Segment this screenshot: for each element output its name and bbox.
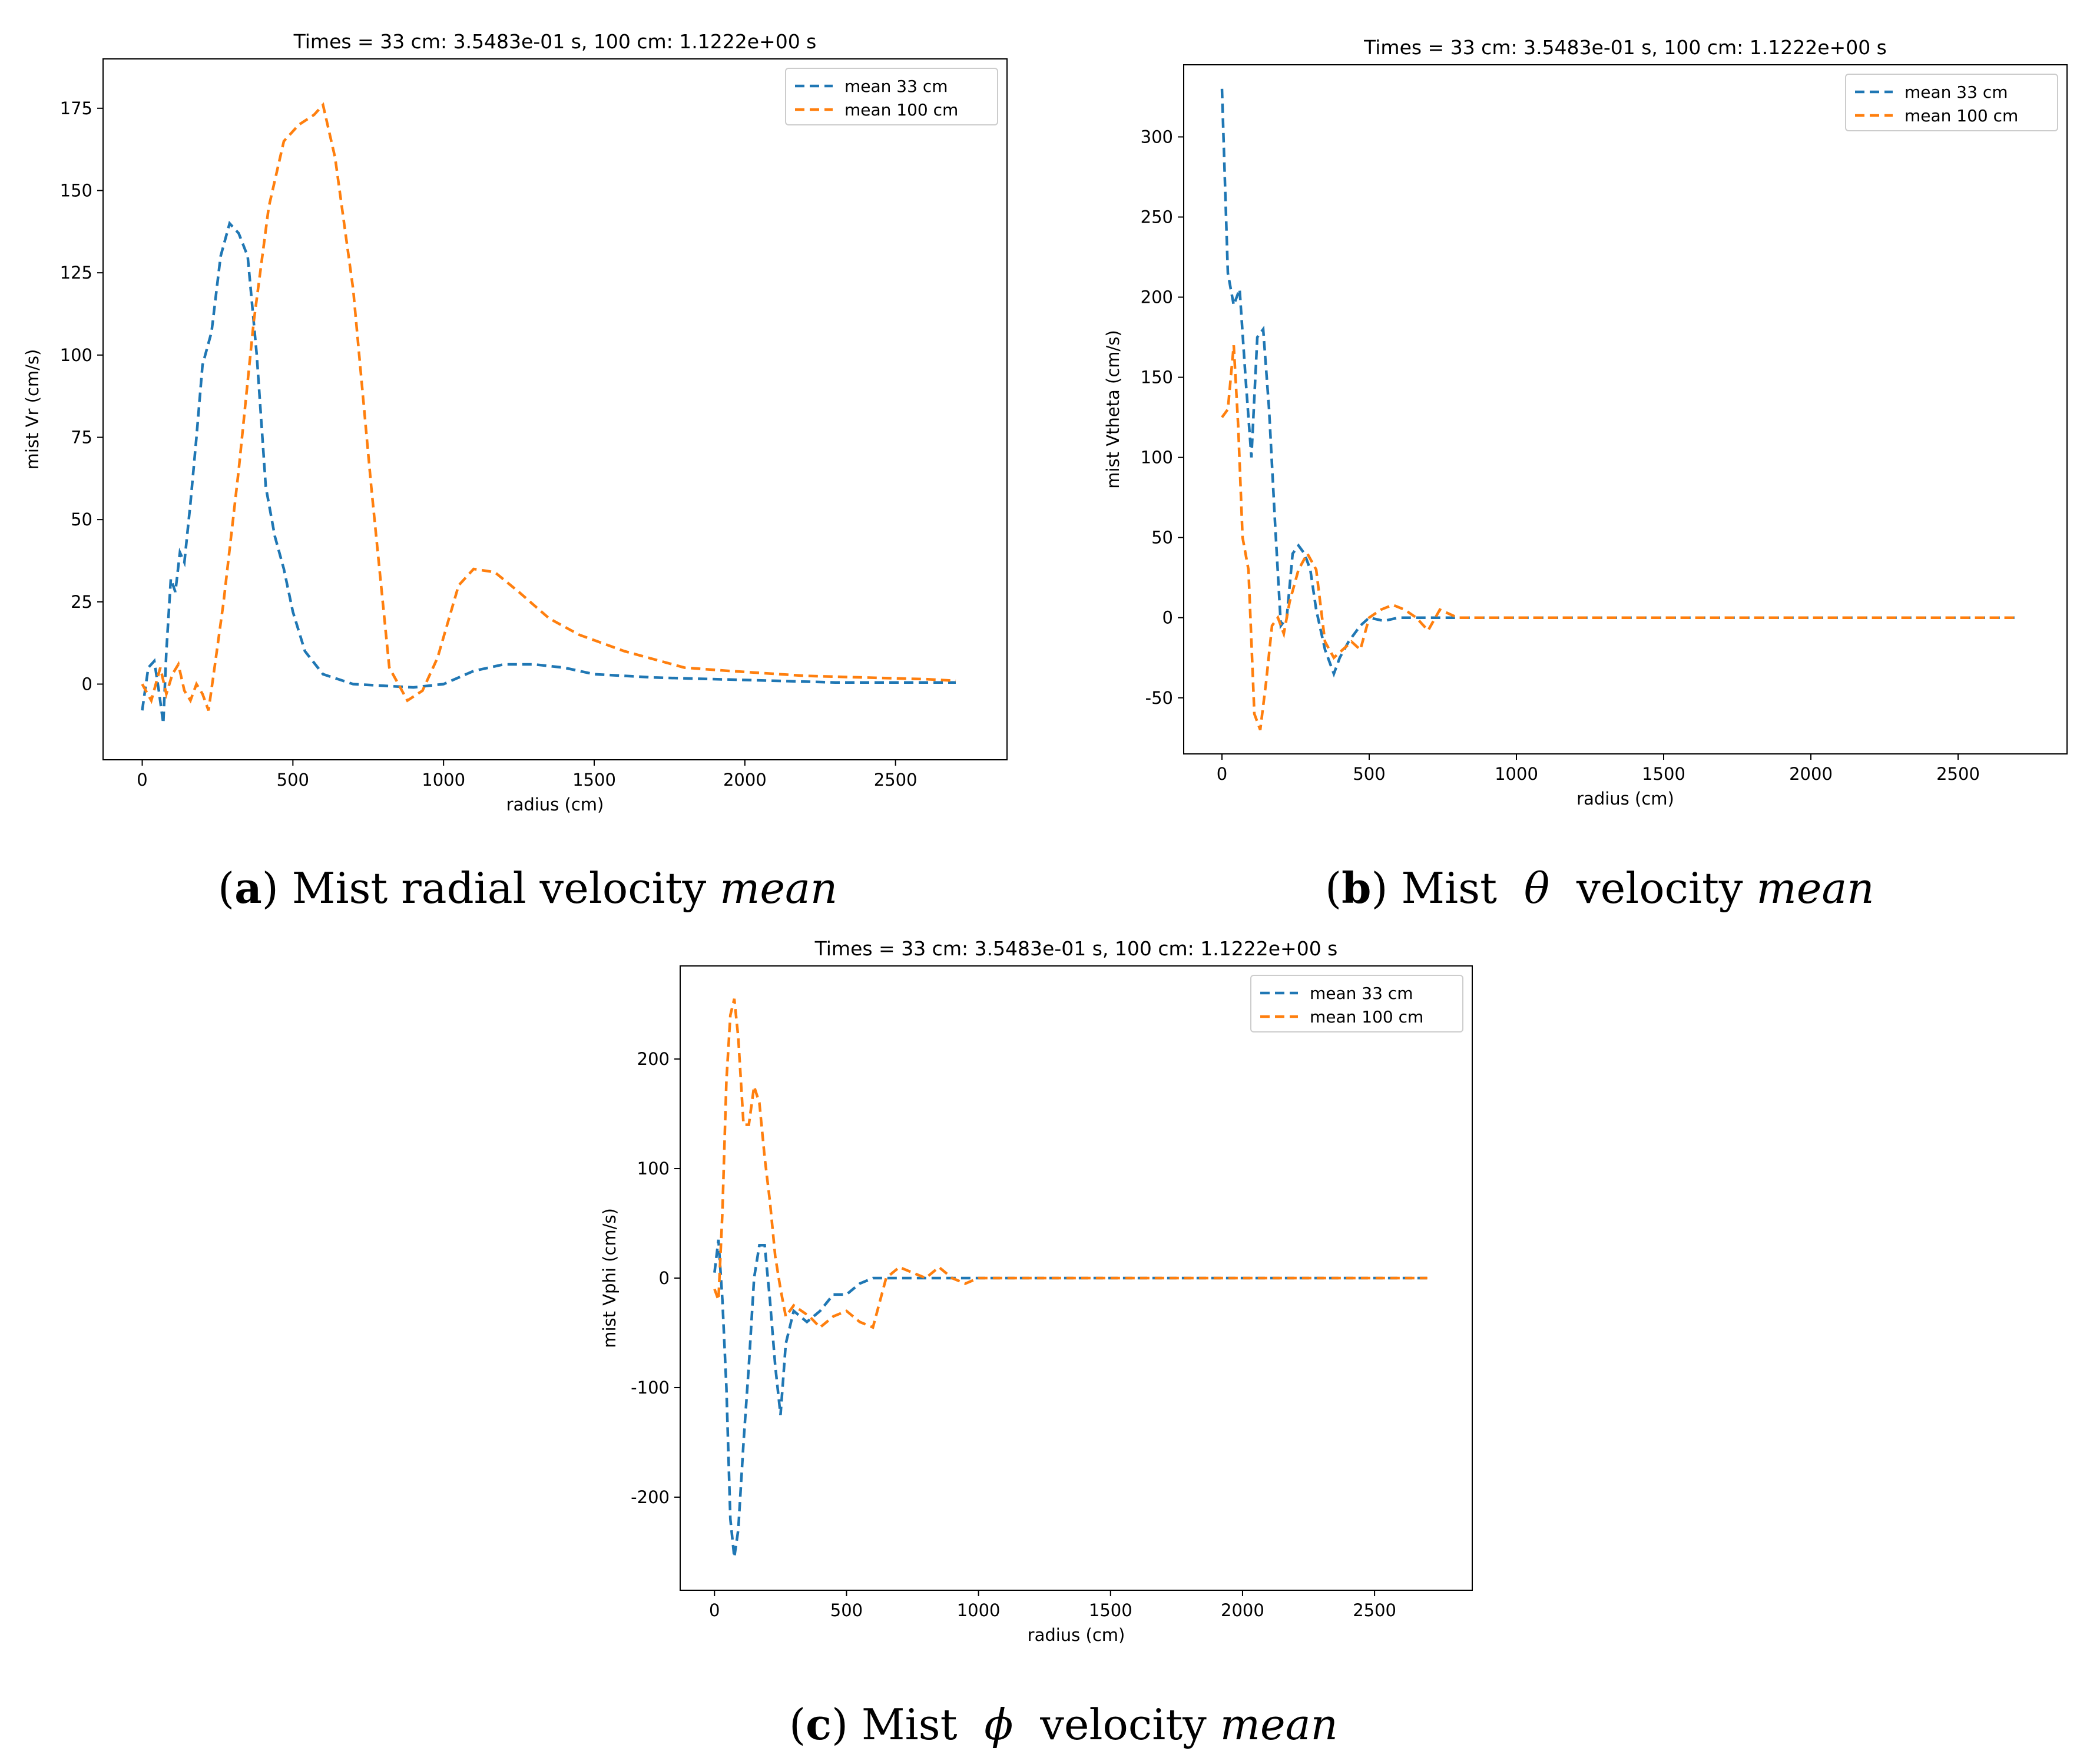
y-tick-label: 250	[1141, 207, 1173, 227]
plot-frame	[1183, 64, 2068, 754]
y-tick-label: 150	[1141, 368, 1173, 388]
legend-box	[1250, 975, 1463, 1032]
chart-a: Times = 33 cm: 3.5483e-01 s, 100 cm: 1.1…	[22, 30, 1008, 815]
series-line-100cm	[141, 102, 956, 711]
y-tick-label: 25	[71, 592, 92, 612]
series-line-100cm	[1221, 345, 2017, 730]
chart-title: Times = 33 cm: 3.5483e-01 s, 100 cm: 1.1…	[814, 937, 1338, 960]
legend-label: mean 100 cm	[844, 100, 958, 120]
legend-label: mean 100 cm	[1310, 1007, 1423, 1027]
y-tick-label: 50	[1151, 528, 1173, 548]
y-tick-label: 75	[71, 427, 92, 447]
y-tick-label: 150	[60, 180, 92, 200]
x-tick-label: 0	[137, 770, 147, 790]
y-axis-label: mist Vphi (cm/s)	[599, 1208, 620, 1348]
x-tick-label: 0	[1217, 764, 1227, 784]
series-line-33cm	[141, 220, 956, 724]
x-tick-label: 1500	[1642, 764, 1685, 784]
y-tick-label: 175	[60, 98, 92, 118]
x-axis-label: radius (cm)	[1576, 789, 1674, 809]
y-tick-label: 0	[1162, 608, 1173, 628]
x-tick-label: 2000	[723, 770, 767, 790]
chart-title: Times = 33 cm: 3.5483e-01 s, 100 cm: 1.1…	[293, 30, 817, 53]
y-tick-label: 100	[60, 345, 92, 365]
y-tick-label: 125	[60, 263, 92, 283]
x-tick-label: 1000	[1495, 764, 1538, 784]
x-tick-label: 2500	[1936, 764, 1980, 784]
caption-a: (a) Mist radial velocity mean	[218, 863, 838, 913]
y-tick-label: 200	[637, 1049, 670, 1069]
y-tick-label: 300	[1141, 127, 1173, 147]
y-tick-label: 0	[659, 1268, 670, 1288]
series-line-33cm	[1220, 88, 2017, 678]
y-tick-label: 200	[1141, 287, 1173, 307]
y-axis-label: mist Vr (cm/s)	[22, 349, 42, 470]
legend-label: mean 33 cm	[1310, 984, 1413, 1003]
x-tick-label: 1000	[422, 770, 465, 790]
chart-b: Times = 33 cm: 3.5483e-01 s, 100 cm: 1.1…	[1103, 36, 2068, 809]
x-axis-label: radius (cm)	[1028, 1625, 1125, 1645]
y-tick-label: -200	[631, 1487, 670, 1507]
chart-panel-b: Times = 33 cm: 3.5483e-01 s, 100 cm: 1.1…	[1060, 0, 2085, 845]
x-tick-label: 2500	[1353, 1600, 1396, 1620]
x-axis-label: radius (cm)	[506, 795, 604, 815]
y-tick-label: 100	[637, 1159, 670, 1179]
plot-frame	[102, 58, 1008, 760]
caption-b: (b) Mist θ velocity mean	[1325, 863, 1874, 913]
chart-title: Times = 33 cm: 3.5483e-01 s, 100 cm: 1.1…	[1363, 36, 1887, 59]
chart-panel-a: Times = 33 cm: 3.5483e-01 s, 100 cm: 1.1…	[0, 0, 1036, 845]
x-tick-label: 500	[830, 1600, 863, 1620]
legend-label: mean 33 cm	[1904, 82, 2008, 102]
caption-c: (c) Mist ϕ velocity mean	[789, 1699, 1338, 1749]
x-tick-label: 2500	[874, 770, 918, 790]
y-tick-label: 100	[1141, 448, 1173, 468]
chart-panel-c: Times = 33 cm: 3.5483e-01 s, 100 cm: 1.1…	[565, 925, 1519, 1705]
series-line-33cm	[713, 1239, 1427, 1558]
y-tick-label: -100	[631, 1378, 670, 1398]
y-tick-label: 50	[71, 509, 92, 529]
legend-box	[1845, 74, 2058, 131]
x-tick-label: 2000	[1789, 764, 1833, 784]
x-tick-label: 1500	[1089, 1600, 1132, 1620]
x-tick-label: 1500	[572, 770, 616, 790]
x-tick-label: 500	[277, 770, 309, 790]
chart-c: Times = 33 cm: 3.5483e-01 s, 100 cm: 1.1…	[599, 937, 1473, 1645]
legend-label: mean 33 cm	[844, 77, 948, 96]
y-axis-label: mist Vtheta (cm/s)	[1103, 330, 1123, 489]
x-tick-label: 0	[709, 1600, 720, 1620]
x-tick-label: 500	[1353, 764, 1385, 784]
x-tick-label: 1000	[957, 1600, 1001, 1620]
legend-box	[785, 68, 998, 125]
x-tick-label: 2000	[1221, 1600, 1264, 1620]
legend-label: mean 100 cm	[1904, 106, 2018, 125]
y-tick-label: -50	[1145, 688, 1173, 708]
series-line-100cm	[713, 998, 1427, 1329]
y-tick-label: 0	[82, 674, 92, 694]
